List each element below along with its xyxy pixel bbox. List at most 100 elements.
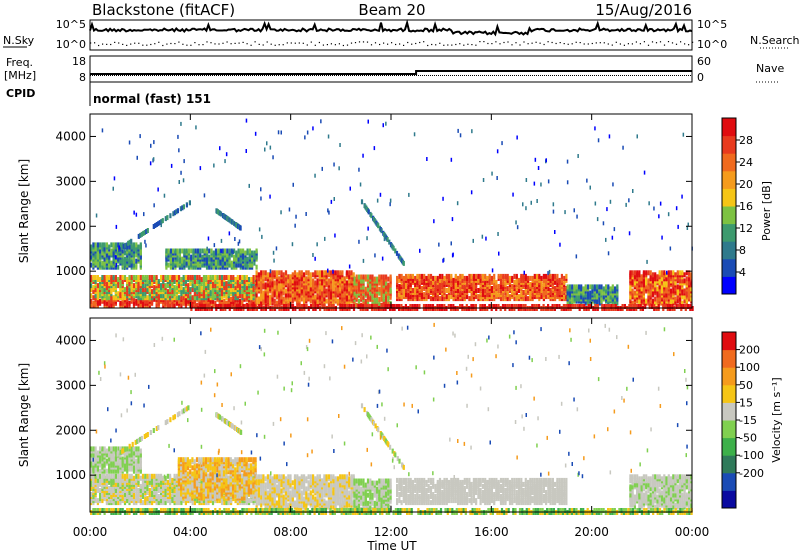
power-cell (336, 298, 339, 304)
power-cell (386, 304, 389, 309)
power-cell (253, 260, 256, 266)
power-cell (594, 304, 597, 309)
power-cell (232, 287, 235, 293)
power-cell (640, 298, 643, 304)
power-cell (675, 304, 678, 309)
power-cell (566, 159, 569, 164)
power-cell (508, 294, 512, 300)
power-cell (246, 256, 249, 262)
power-cell (681, 194, 683, 199)
power-cell (251, 304, 254, 309)
power-cell (648, 304, 651, 309)
power-cell (246, 304, 249, 309)
power-ytick-tick-label: 3000 (55, 174, 86, 188)
power-cell (441, 273, 444, 279)
power-cell (486, 296, 489, 302)
power-cell (589, 290, 592, 296)
power-cell (517, 284, 521, 289)
power-cell (427, 294, 430, 300)
power-cell (587, 304, 590, 309)
power-cell (94, 279, 97, 284)
power-cell (418, 304, 421, 309)
power-cell (266, 272, 269, 278)
power-cell (210, 256, 213, 262)
power-cell (589, 185, 591, 190)
power-cell (332, 304, 335, 309)
velocity-cell (171, 477, 174, 483)
power-cell (651, 272, 655, 278)
power-cell (92, 285, 95, 291)
power-cell (90, 298, 93, 304)
power-cell (185, 248, 188, 254)
power-cell (425, 275, 428, 281)
power-cell (230, 287, 233, 293)
velocity-cell (157, 488, 160, 493)
power-cell (287, 304, 290, 309)
power-cell (434, 284, 437, 289)
power-cell (596, 304, 599, 309)
power-cell (447, 273, 451, 279)
power-cell (420, 286, 423, 291)
power-cell (90, 275, 93, 280)
power-cell (656, 296, 659, 302)
power-cell (463, 284, 466, 289)
power-cell (654, 300, 657, 306)
power-cell (90, 287, 93, 293)
power-cell (316, 300, 319, 306)
power-cell (190, 254, 193, 260)
velocity-cell (90, 486, 93, 491)
power-cell (463, 275, 466, 281)
power-cell (554, 273, 557, 279)
power-cell (169, 287, 172, 293)
power-cell (675, 206, 678, 211)
power-cell (511, 284, 514, 289)
power-cell (416, 304, 419, 309)
power-cell (366, 286, 370, 292)
noise-search-point (158, 41, 160, 43)
power-cell (538, 304, 541, 309)
power-cell (377, 223, 380, 229)
power-cell (327, 294, 330, 300)
power-cell (520, 273, 523, 279)
cpid-value: normal (fast) 151 (93, 92, 211, 106)
power-cell (373, 304, 376, 309)
velocity-cell (155, 500, 158, 506)
velocity-heatmap-cells (90, 322, 693, 515)
power-cell (234, 277, 237, 282)
power-cell (454, 294, 457, 300)
power-cell (443, 288, 446, 293)
power-cell (398, 273, 401, 279)
power-cell (336, 270, 339, 276)
power-cell (540, 279, 543, 285)
power-cell (679, 270, 682, 276)
power-cell (206, 246, 208, 251)
power-cell (622, 145, 624, 150)
power-cell (202, 281, 206, 287)
power-cell (309, 272, 312, 278)
power-cell (536, 199, 538, 203)
power-cell (584, 284, 587, 290)
power-cell (223, 298, 226, 304)
power-cell (293, 290, 297, 296)
power-cell (235, 304, 238, 309)
power-cell (542, 273, 545, 279)
power-cell (413, 132, 416, 137)
power-cell (405, 292, 408, 298)
power-cell (547, 304, 550, 309)
power-cell (126, 291, 129, 297)
noise-search-point (495, 41, 497, 43)
power-cell (146, 298, 149, 304)
power-cell (135, 298, 138, 304)
power-cell (228, 258, 231, 264)
power-cell (165, 260, 168, 266)
power-cell (239, 262, 242, 268)
velocity-cell (123, 492, 127, 497)
noise-search-point (186, 44, 188, 46)
noise-search-point (519, 44, 521, 46)
power-cell (284, 300, 288, 306)
power-cell (103, 262, 106, 268)
power-cell (176, 208, 179, 214)
power-cell (504, 294, 507, 300)
power-cell (187, 283, 190, 289)
